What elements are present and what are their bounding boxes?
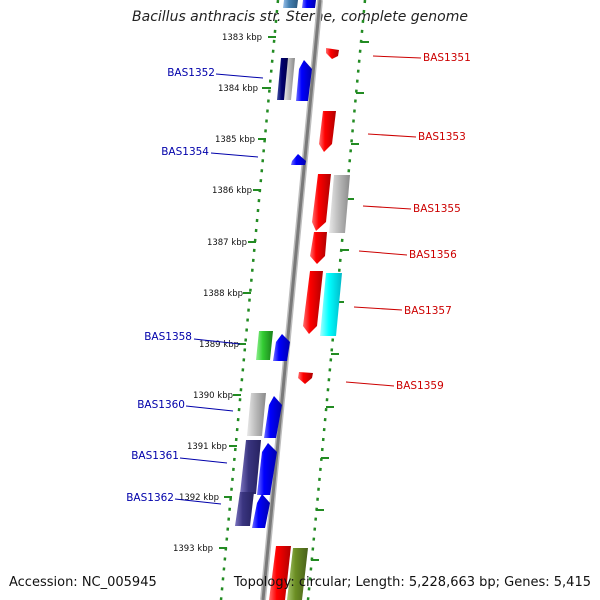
tick-label: 1388 kbp [203, 289, 243, 299]
tick-label: 1390 kbp [193, 391, 233, 401]
ruler-ticks: 1383 kbp 1384 kbp 1385 kbp 1386 kbp 1387… [173, 33, 369, 561]
feature-forward-cds [296, 60, 312, 101]
feature-forward-cds [273, 334, 290, 361]
label-connector [353, 306, 403, 311]
gene-label: BAS1357 [404, 305, 452, 317]
topology-text: Topology: circular; Length: 5,228,663 bp… [233, 575, 591, 590]
tick-label: 1385 kbp [215, 135, 255, 145]
feature-reverse-cds [310, 232, 327, 264]
label-connector [179, 457, 228, 464]
feature-reverse-cds [298, 372, 313, 384]
tick-label: 1386 kbp [212, 186, 252, 196]
feature-gray [284, 58, 295, 100]
feature-slate [240, 440, 261, 494]
gene-label: BAS1355 [413, 203, 461, 215]
feature-reverse-cds [326, 48, 339, 59]
ruler-dots-inner [219, 0, 280, 600]
feature-forward-cds [264, 396, 282, 438]
gene-label: BAS1352 [167, 67, 215, 79]
feature-forward-cds [291, 154, 306, 165]
gene-label: BAS1362 [126, 492, 174, 504]
gene-label: BAS1359 [396, 380, 444, 392]
feature-olive [287, 548, 308, 600]
feature-green [256, 331, 273, 360]
gene-label: BAS1353 [418, 131, 466, 143]
gene-labels-left: BAS1352 BAS1354 BAS1358 BAS1360 BAS1361 … [126, 67, 264, 505]
label-connector [174, 498, 222, 505]
feature-cyan [320, 273, 342, 336]
gene-label: BAS1360 [137, 399, 185, 411]
label-connector [193, 338, 241, 345]
tick-label: 1389 kbp [199, 340, 239, 350]
feature-forward-cds [257, 443, 277, 495]
gene-labels-right: BAS1351 BAS1353 BAS1355 BAS1356 BAS1357 … [345, 52, 471, 392]
feature-forward-cds [302, 0, 316, 8]
tick-label: 1391 kbp [187, 442, 227, 452]
label-connector [345, 381, 395, 387]
tick-label: 1392 kbp [179, 493, 219, 503]
feature-forward-cds [252, 494, 270, 528]
feature-steel [283, 0, 298, 8]
feature-gray [247, 393, 266, 436]
tick-label: 1384 kbp [218, 84, 258, 94]
map-title: Bacillus anthracis str. Sterne, complete… [132, 9, 468, 25]
gene-label: BAS1358 [144, 331, 192, 343]
feature-reverse-cds [269, 546, 291, 600]
feature-gray [329, 175, 350, 233]
tick-label: 1383 kbp [222, 33, 262, 43]
label-connector [185, 405, 234, 412]
feature-slate [235, 492, 254, 526]
feature-reverse-cds [303, 271, 323, 334]
label-connector [372, 55, 422, 59]
gene-label: BAS1361 [131, 450, 179, 462]
feature-reverse-cds [312, 174, 331, 231]
label-connector [210, 152, 259, 158]
accession-text: Accession: NC_005945 [9, 575, 157, 590]
genome-backbone [260, 0, 323, 600]
label-connector [367, 133, 417, 138]
gene-label: BAS1354 [161, 146, 209, 158]
gene-label: BAS1356 [409, 249, 457, 261]
feature-reverse-cds [319, 111, 336, 152]
tick-label: 1393 kbp [173, 544, 213, 554]
label-connector [362, 205, 412, 210]
gene-features [235, 0, 350, 600]
label-connector [358, 250, 408, 256]
label-connector [215, 73, 264, 79]
tick-label: 1387 kbp [207, 238, 247, 248]
gene-label: BAS1351 [423, 52, 471, 64]
